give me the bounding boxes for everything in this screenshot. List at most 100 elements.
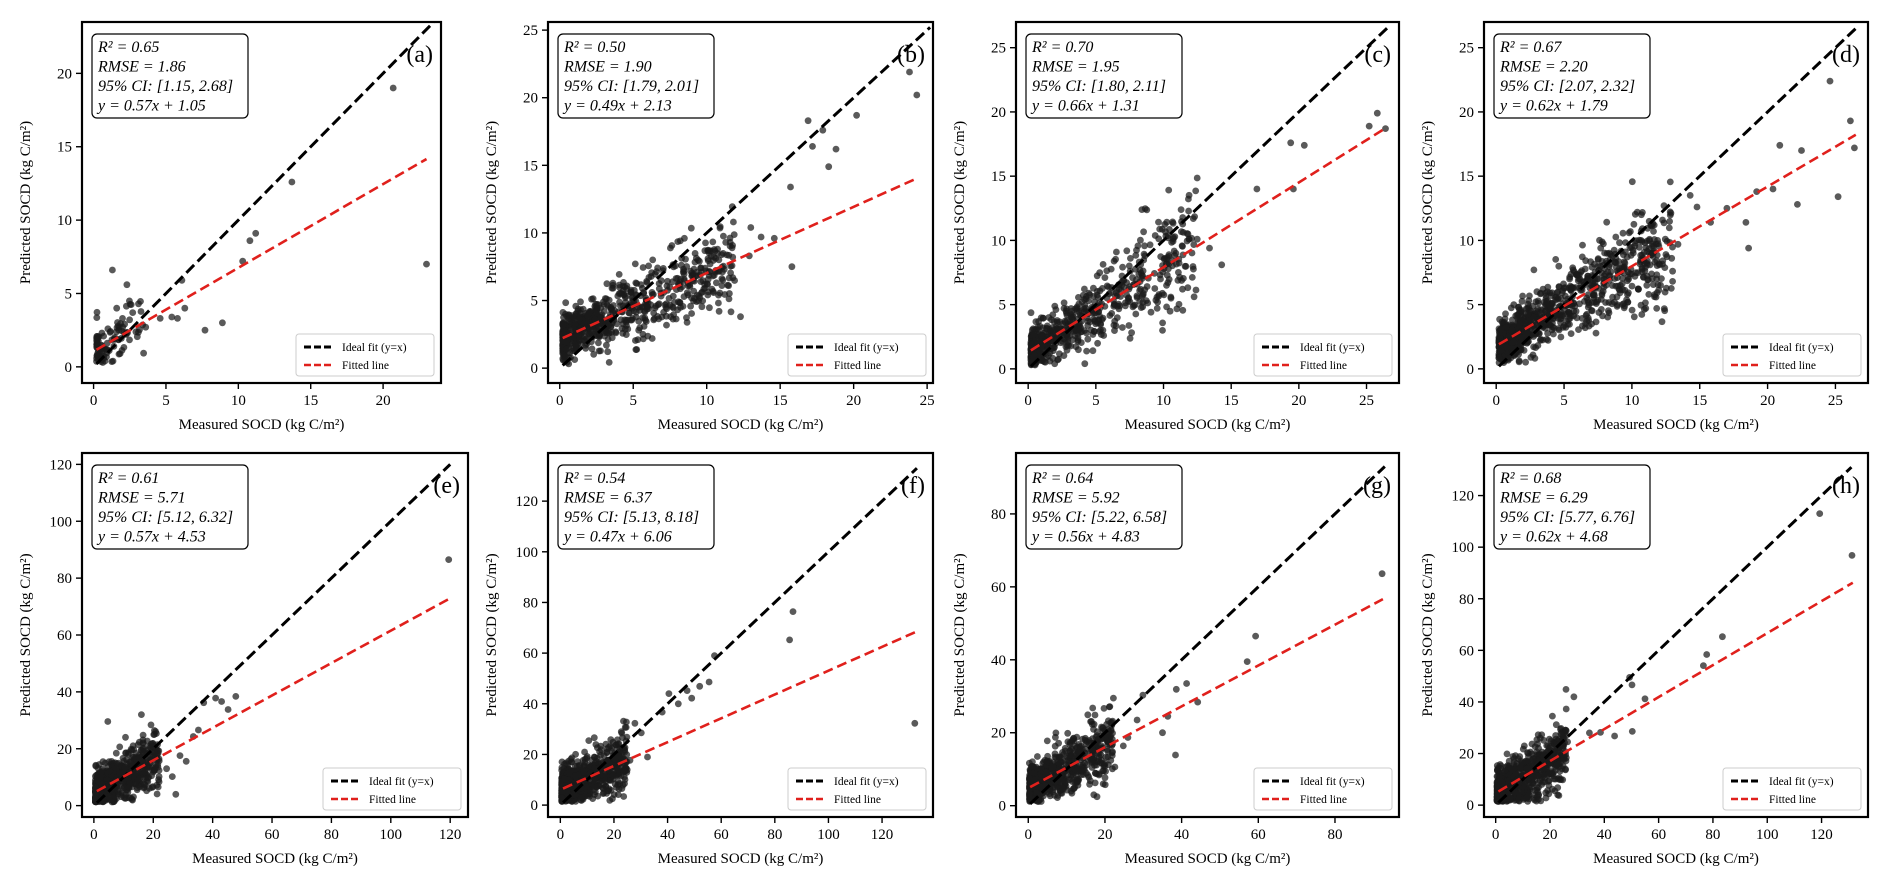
stat-line: 95% CI: [2.07, 2.32]	[1500, 78, 1635, 95]
data-point	[687, 302, 694, 310]
data-point	[1107, 265, 1115, 273]
data-point	[654, 301, 662, 309]
data-point	[1175, 300, 1183, 308]
data-point	[1091, 318, 1099, 325]
data-point	[119, 315, 126, 322]
data-point	[680, 270, 688, 278]
data-point	[1175, 259, 1183, 267]
data-point	[1663, 237, 1671, 245]
x-tick-label: 20	[146, 827, 161, 843]
data-point	[136, 775, 143, 783]
data-point	[804, 117, 812, 125]
data-point	[1614, 282, 1622, 290]
x-axis-label: Measured SOCD (kg C/m²)	[179, 417, 345, 433]
data-point	[1591, 279, 1599, 287]
data-point	[1110, 257, 1118, 265]
data-point	[585, 737, 593, 744]
data-point	[1189, 263, 1197, 270]
legend: Ideal fit (y=x)Fitted line	[1253, 767, 1393, 811]
data-point	[1089, 758, 1096, 766]
data-point	[704, 257, 712, 264]
data-point	[98, 350, 106, 357]
data-point	[713, 279, 720, 287]
data-point	[1101, 303, 1109, 310]
data-point	[619, 781, 627, 789]
data-point	[1206, 244, 1213, 252]
legend-ideal-label: Ideal fit (y=x)	[342, 342, 407, 354]
data-point	[1501, 315, 1509, 323]
axes-frame	[546, 20, 935, 385]
data-point	[1083, 347, 1090, 355]
data-point	[126, 336, 133, 344]
data-point	[1159, 327, 1166, 334]
data-point	[1638, 211, 1645, 219]
data-point	[136, 738, 143, 746]
data-point	[1104, 740, 1112, 748]
stat-line: y = 0.57x + 4.53	[96, 529, 206, 546]
legend: Ideal fit (y=x)Fitted line	[322, 767, 462, 811]
data-point	[1609, 252, 1616, 260]
data-point	[1565, 309, 1572, 316]
data-point	[570, 325, 577, 333]
legend: Ideal fit (y=x)Fitted line	[1253, 333, 1393, 377]
data-point	[577, 298, 584, 306]
data-point	[195, 726, 202, 734]
data-point	[1519, 292, 1526, 300]
panel-label: (b)	[897, 42, 925, 68]
data-point	[92, 761, 100, 769]
data-point	[1101, 781, 1109, 789]
data-point	[288, 178, 296, 186]
ideal-fit-line	[95, 22, 435, 365]
data-point	[1085, 773, 1093, 781]
data-point	[687, 224, 695, 232]
data-point	[572, 750, 579, 758]
data-point	[603, 341, 610, 349]
data-point	[655, 280, 663, 287]
data-point	[729, 253, 737, 261]
data-point	[1140, 250, 1148, 258]
data-point	[1059, 784, 1067, 792]
data-point	[1087, 718, 1094, 725]
data-point	[725, 295, 733, 303]
data-point	[1102, 767, 1109, 775]
x-tick-label: 15	[1692, 393, 1707, 409]
data-point	[688, 294, 695, 302]
data-point	[1049, 788, 1057, 796]
data-point	[1798, 147, 1805, 154]
data-point	[1132, 310, 1140, 318]
data-point	[1649, 253, 1657, 260]
data-point	[1091, 711, 1099, 719]
data-point	[597, 742, 605, 750]
data-point	[605, 359, 613, 366]
data-point	[1569, 284, 1576, 291]
data-point	[1096, 269, 1104, 277]
plot-area	[93, 22, 435, 366]
data-point	[674, 700, 682, 708]
data-point	[1127, 255, 1134, 262]
data-point	[1111, 327, 1118, 334]
data-point	[701, 284, 709, 292]
data-point	[636, 324, 644, 332]
data-point	[1110, 694, 1117, 702]
data-point	[1503, 343, 1511, 351]
data-point	[1192, 187, 1200, 195]
data-point	[622, 331, 630, 338]
data-point	[1544, 330, 1551, 337]
data-point	[1559, 312, 1567, 320]
data-point	[686, 283, 694, 290]
data-point	[1637, 237, 1645, 244]
data-point	[1060, 305, 1068, 312]
x-tick-label: 0	[557, 827, 565, 843]
data-point	[832, 145, 840, 153]
data-point	[683, 263, 691, 270]
data-point	[112, 749, 120, 757]
data-point	[109, 266, 116, 274]
data-point	[1055, 739, 1062, 747]
data-point	[1123, 247, 1131, 255]
data-point	[1177, 206, 1185, 214]
data-point	[718, 275, 726, 282]
data-point	[728, 244, 736, 252]
data-point	[1034, 753, 1041, 760]
data-point	[1137, 304, 1145, 311]
data-point	[591, 316, 599, 323]
